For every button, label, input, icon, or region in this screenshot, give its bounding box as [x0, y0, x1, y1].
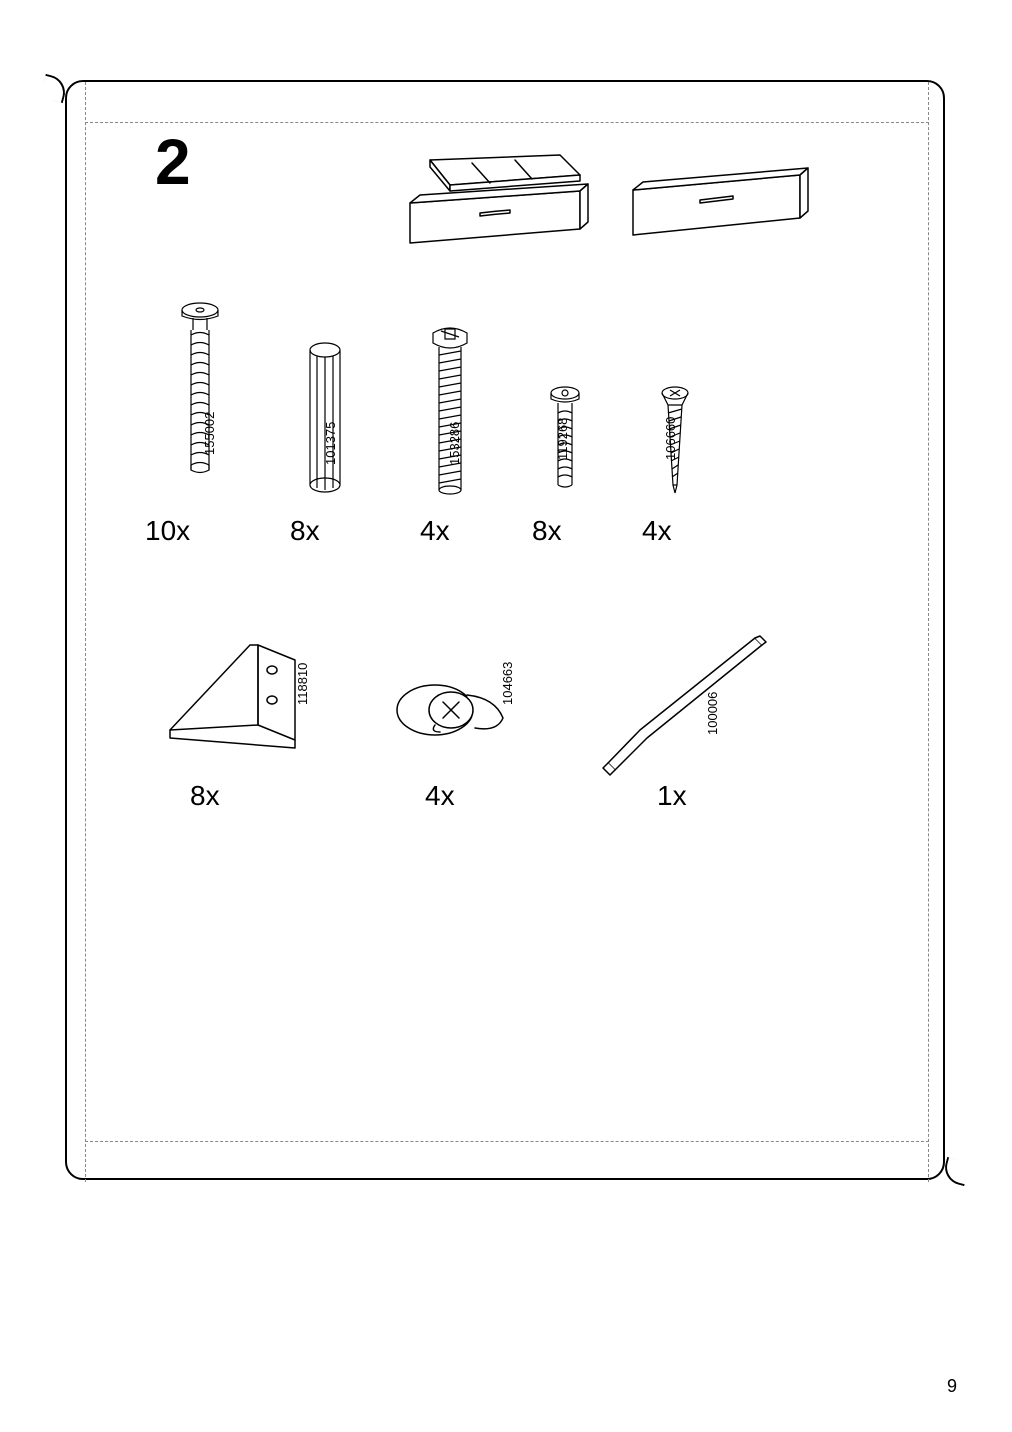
part-id-label: 100006: [705, 692, 720, 735]
allenkey-100006-icon: [580, 630, 770, 790]
part-id-label: 155002: [202, 412, 217, 455]
part-qty-label: 10x: [145, 515, 190, 547]
part-qty-label: 1x: [657, 780, 687, 812]
part-qty-label: 8x: [290, 515, 320, 547]
part-id-label: 104663: [500, 662, 515, 705]
part-id-label: 153286: [447, 422, 462, 465]
part-qty-label: 4x: [420, 515, 450, 547]
part-id-label: 101375: [323, 422, 338, 465]
bolt-155002-icon: [165, 300, 235, 500]
screw-153286-icon: [415, 325, 485, 510]
part-id-label: 106660: [663, 417, 678, 460]
step-number: 2: [155, 125, 191, 199]
part-qty-label: 4x: [425, 780, 455, 812]
part-id-label: 119268: [555, 418, 570, 460]
page-number: 9: [947, 1376, 957, 1397]
part-qty-label: 4x: [642, 515, 672, 547]
part-qty-label: 8x: [532, 515, 562, 547]
drawer-front-icon: [625, 160, 825, 250]
part-qty-label: 8x: [190, 780, 220, 812]
part-id-label: 118810: [295, 663, 310, 705]
drawer-open-icon: [400, 145, 600, 255]
